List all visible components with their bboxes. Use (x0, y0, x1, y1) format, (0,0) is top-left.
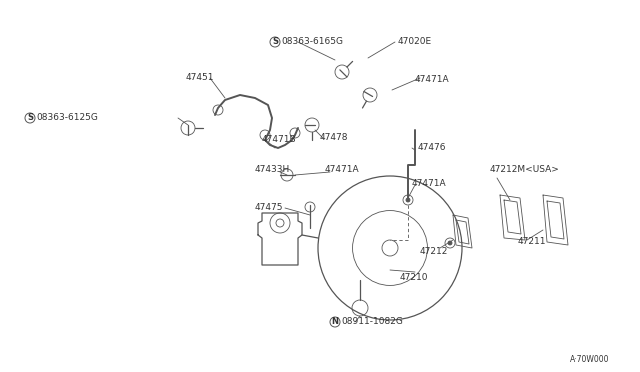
Text: 47478: 47478 (320, 134, 349, 142)
Circle shape (406, 198, 410, 202)
Text: A·70W000: A·70W000 (570, 356, 609, 365)
Text: 08363-6125G: 08363-6125G (36, 113, 98, 122)
Text: 47211: 47211 (518, 237, 547, 247)
Text: 47212M<USA>: 47212M<USA> (490, 166, 560, 174)
Text: S: S (272, 38, 278, 46)
Text: 47210: 47210 (400, 273, 429, 282)
Text: 47471A: 47471A (415, 76, 450, 84)
Text: 08363-6165G: 08363-6165G (281, 38, 343, 46)
Circle shape (448, 241, 452, 245)
Text: S: S (27, 113, 33, 122)
Text: 47476: 47476 (418, 144, 447, 153)
Text: 47471A: 47471A (412, 179, 447, 187)
Text: 47433H: 47433H (255, 166, 291, 174)
Text: 08911-1082G: 08911-1082G (341, 317, 403, 327)
Text: 47471B: 47471B (262, 135, 296, 144)
Text: 47212: 47212 (420, 247, 449, 257)
Text: 47475: 47475 (255, 203, 284, 212)
Text: 47451: 47451 (186, 74, 214, 83)
Text: 47471A: 47471A (325, 166, 360, 174)
Text: 47020E: 47020E (398, 38, 432, 46)
Text: N: N (332, 317, 339, 327)
